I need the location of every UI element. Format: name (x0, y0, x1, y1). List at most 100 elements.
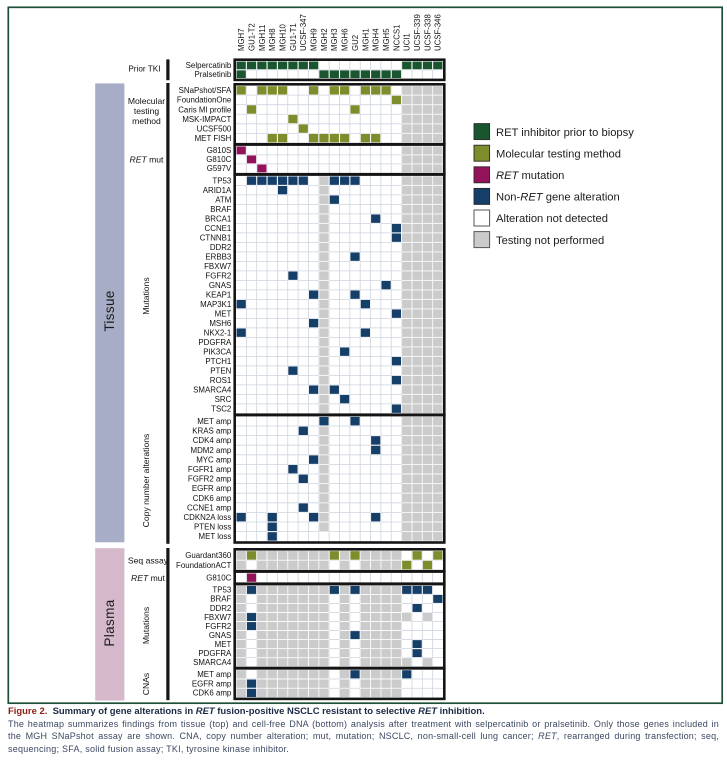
svg-text:Prior TKI: Prior TKI (128, 65, 160, 74)
svg-text:FBXW7: FBXW7 (204, 613, 231, 622)
svg-text:TP53: TP53 (212, 586, 231, 595)
svg-text:GU2: GU2 (351, 35, 360, 51)
svg-text:testing: testing (134, 106, 160, 116)
svg-text:KEAP1: KEAP1 (206, 290, 231, 299)
svg-text:GNAS: GNAS (209, 631, 231, 640)
svg-text:Non-RET gene alteration: Non-RET gene alteration (496, 192, 620, 204)
svg-text:BRAF: BRAF (210, 595, 231, 604)
svg-text:CDK4 amp: CDK4 amp (193, 436, 232, 445)
svg-text:ROS1: ROS1 (210, 376, 232, 385)
svg-text:Seq assay: Seq assay (128, 556, 169, 566)
svg-text:EGFR amp: EGFR amp (192, 484, 232, 493)
svg-text:MAP3K1: MAP3K1 (200, 300, 231, 309)
svg-text:ARID1A: ARID1A (203, 186, 232, 195)
svg-text:BRAF: BRAF (210, 205, 231, 214)
svg-text:MDM2 amp: MDM2 amp (191, 446, 232, 455)
svg-text:PTCH1: PTCH1 (205, 357, 231, 366)
svg-text:Molecular testing method: Molecular testing method (496, 148, 621, 160)
svg-text:Plasma: Plasma (102, 599, 117, 646)
svg-text:EGFR amp: EGFR amp (192, 679, 232, 688)
svg-text:TP53: TP53 (212, 176, 231, 185)
svg-text:MET amp: MET amp (197, 417, 232, 426)
svg-text:CDKN2A loss: CDKN2A loss (183, 513, 231, 522)
svg-text:MGH5: MGH5 (382, 28, 391, 51)
svg-text:MGH7: MGH7 (237, 28, 246, 51)
svg-text:MGH6: MGH6 (341, 28, 350, 51)
svg-text:Testing not performed: Testing not performed (496, 235, 604, 247)
svg-text:CCNE1: CCNE1 (205, 224, 232, 233)
svg-text:GNAS: GNAS (209, 281, 231, 290)
svg-text:NCCS1: NCCS1 (392, 25, 401, 51)
svg-text:MYC amp: MYC amp (196, 455, 232, 464)
svg-text:G810C: G810C (206, 155, 231, 164)
svg-text:SRC: SRC (215, 395, 232, 404)
svg-text:PTEN loss: PTEN loss (194, 523, 231, 532)
svg-text:UCSF-347: UCSF-347 (299, 14, 308, 51)
svg-text:MSH6: MSH6 (209, 319, 232, 328)
svg-text:Mutations: Mutations (141, 607, 151, 644)
svg-text:SMARCA4: SMARCA4 (193, 385, 232, 394)
svg-text:MET: MET (215, 640, 232, 649)
svg-text:MGH1: MGH1 (361, 28, 370, 51)
svg-text:ERBB3: ERBB3 (205, 252, 231, 261)
svg-text:CTNNB1: CTNNB1 (200, 233, 232, 242)
svg-text:MET FISH: MET FISH (195, 134, 232, 143)
svg-text:FoundationOne: FoundationOne (177, 96, 232, 105)
svg-text:UCSF500: UCSF500 (197, 124, 232, 133)
svg-text:MGH3: MGH3 (330, 28, 339, 51)
svg-text:Pralsetinib: Pralsetinib (194, 70, 231, 79)
svg-text:RET mutation: RET mutation (496, 170, 564, 182)
svg-text:CDK6 amp: CDK6 amp (193, 494, 232, 503)
svg-text:MGH9: MGH9 (310, 28, 319, 51)
svg-text:RET mut: RET mut (130, 154, 165, 164)
svg-text:MET amp: MET amp (197, 670, 232, 679)
svg-text:MGH11: MGH11 (258, 25, 267, 51)
svg-text:GU1-T1: GU1-T1 (289, 23, 298, 51)
svg-text:FGFR2: FGFR2 (205, 271, 231, 280)
svg-text:FoundationACT: FoundationACT (176, 561, 231, 570)
svg-text:NKX2-1: NKX2-1 (204, 328, 232, 337)
svg-text:Selpercatinib: Selpercatinib (186, 61, 232, 70)
svg-text:G597V: G597V (207, 164, 232, 173)
svg-text:DDR2: DDR2 (210, 243, 231, 252)
svg-text:Caris MI profile: Caris MI profile (178, 105, 232, 114)
svg-text:TSC2: TSC2 (211, 404, 231, 413)
svg-text:method: method (132, 116, 161, 126)
svg-text:Tissue: Tissue (102, 290, 117, 331)
svg-text:MGH10: MGH10 (278, 23, 287, 51)
svg-text:ATM: ATM (215, 195, 231, 204)
svg-text:PIK3CA: PIK3CA (203, 347, 232, 356)
svg-text:CCNE1 amp: CCNE1 amp (187, 503, 232, 512)
svg-text:MET: MET (215, 309, 232, 318)
svg-text:MGH4: MGH4 (372, 28, 381, 51)
svg-text:RET inhibitor prior to biopsy: RET inhibitor prior to biopsy (496, 127, 634, 139)
svg-text:UCSF-346: UCSF-346 (434, 14, 443, 51)
svg-text:G810S: G810S (207, 146, 232, 155)
svg-text:MGH2: MGH2 (320, 28, 329, 51)
svg-text:Alteration not detected: Alteration not detected (496, 213, 608, 225)
svg-text:SMARCA4: SMARCA4 (193, 658, 232, 667)
svg-text:Molecular: Molecular (128, 96, 165, 106)
svg-text:MSK-IMPACT: MSK-IMPACT (182, 115, 231, 124)
svg-text:Copy number alterations: Copy number alterations (141, 434, 151, 528)
svg-text:FBXW7: FBXW7 (204, 262, 231, 271)
svg-text:UCSF-339: UCSF-339 (413, 14, 422, 51)
svg-text:FGFR1 amp: FGFR1 amp (188, 465, 232, 474)
svg-text:MGH8: MGH8 (268, 28, 277, 51)
svg-text:GU1-T2: GU1-T2 (247, 23, 256, 51)
svg-text:UCI1: UCI1 (403, 33, 412, 51)
svg-text:BRCA1: BRCA1 (205, 214, 231, 223)
svg-text:DDR2: DDR2 (210, 604, 231, 613)
svg-text:MET loss: MET loss (199, 532, 232, 541)
svg-text:UCSF-338: UCSF-338 (423, 14, 432, 51)
svg-text:Guardant360: Guardant360 (185, 551, 232, 560)
svg-text:FGFR2: FGFR2 (205, 622, 231, 631)
svg-text:PDGFRA: PDGFRA (198, 338, 232, 347)
svg-text:KRAS amp: KRAS amp (192, 427, 232, 436)
svg-text:CNAs: CNAs (141, 673, 151, 695)
svg-text:SNaPshot/SFA: SNaPshot/SFA (179, 86, 232, 95)
svg-text:RET mut: RET mut (131, 573, 166, 583)
svg-text:G810C: G810C (206, 573, 231, 582)
svg-text:Mutations: Mutations (141, 277, 151, 314)
svg-text:PDGFRA: PDGFRA (198, 649, 232, 658)
